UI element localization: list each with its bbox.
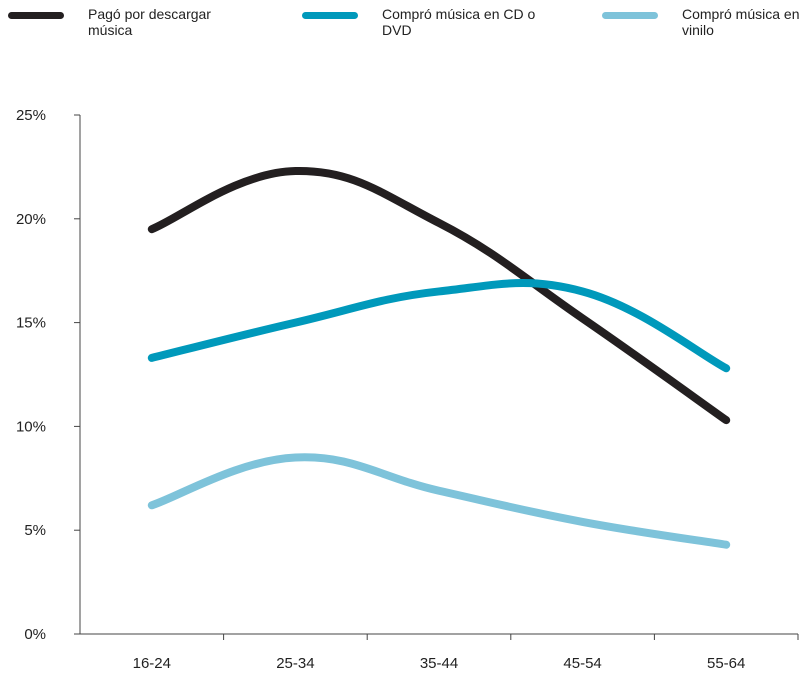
legend-swatch-download <box>8 12 64 19</box>
series-line-vinyl <box>147 453 731 549</box>
y-tick-label: 25% <box>16 107 46 124</box>
y-tick-label: 20% <box>16 211 46 228</box>
legend-label-cd-dvd: Compró música en CD o DVD <box>382 6 536 38</box>
legend-item-cd-dvd: Compró música en CD o DVD <box>302 6 542 38</box>
legend-swatch-cd-dvd <box>302 12 358 19</box>
chart-series <box>147 167 731 549</box>
y-tick-label: 10% <box>16 418 46 435</box>
y-tick-label: 5% <box>24 522 46 539</box>
chart-axes <box>79 115 798 635</box>
series-line-cd-dvd <box>147 279 731 373</box>
x-tick-label: 25-34 <box>276 655 314 672</box>
legend-item-vinyl: Compró música en vinilo <box>602 6 799 38</box>
legend-item-download: Pagó por descargar música <box>8 6 248 38</box>
y-tick-label: 15% <box>16 315 46 332</box>
x-tick-label: 55-64 <box>707 655 745 672</box>
x-tick-label: 45-54 <box>563 655 601 672</box>
legend-label-vinyl: Compró música en vinilo <box>682 6 799 38</box>
series-line-download <box>147 167 731 425</box>
y-tick-label: 0% <box>24 626 46 643</box>
legend-swatch-vinyl <box>602 12 658 19</box>
legend-label-download: Pagó por descargar música <box>88 6 211 38</box>
x-tick-label: 16-24 <box>133 655 171 672</box>
chart-ticks: 0% 5% 10% 15% 20% 25% 16-24 25-34 35-44 45-54 55-6… <box>16 107 799 672</box>
x-tick-label: 35-44 <box>420 655 458 672</box>
